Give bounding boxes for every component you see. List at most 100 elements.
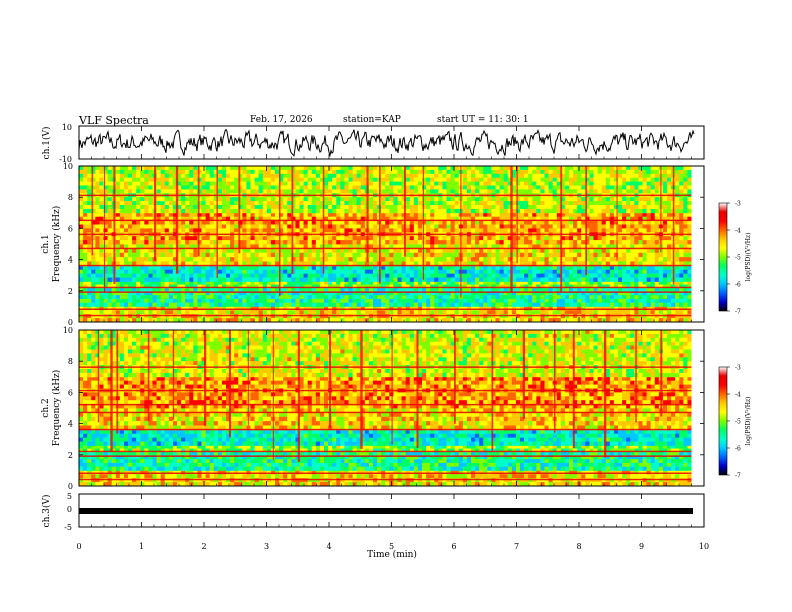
- spectrogram-cell: [136, 310, 141, 315]
- spectrogram-cell: [560, 295, 566, 300]
- spectrogram-cell: [687, 310, 692, 315]
- spectrogram-cell: [83, 291, 88, 296]
- spectrogram-cell: [679, 252, 684, 258]
- spectrogram-cell: [279, 244, 284, 249]
- spectrogram-cell: [503, 236, 509, 241]
- spectrogram-cell: [205, 318, 211, 323]
- spectrogram-cell: [524, 212, 529, 218]
- spectrogram-cell: [156, 318, 162, 323]
- spectrogram-cell: [511, 269, 517, 275]
- spectrogram-cell: [675, 318, 680, 323]
- spectrogram-cell: [258, 252, 264, 258]
- spectrogram-cell: [128, 240, 133, 245]
- spectrogram-cell: [238, 240, 243, 245]
- spectrogram-cell: [123, 261, 129, 267]
- spectrogram-cell: [189, 310, 194, 315]
- spectrogram-cell: [434, 236, 439, 241]
- spectrogram-cell: [654, 173, 660, 179]
- spectrogram-cell: [466, 177, 472, 182]
- spectrogram-cell: [511, 212, 517, 218]
- spectrogram-cell: [577, 302, 582, 307]
- spectrogram-cell: [238, 173, 243, 179]
- spectrogram-cell: [226, 212, 231, 218]
- spectrogram-cell: [528, 169, 533, 175]
- spectrogram-cell: [205, 281, 211, 285]
- spectrogram-cell: [573, 166, 578, 171]
- spectrogram-cell: [569, 224, 574, 229]
- spectrogram-cell: [630, 291, 635, 296]
- spectrogram-cell: [450, 181, 456, 186]
- spectrogram-cell: [515, 265, 521, 271]
- spectrogram-cell: [368, 281, 374, 285]
- spectrogram-cell: [585, 273, 590, 278]
- spectrogram-cell: [540, 177, 545, 182]
- spectrogram-cell: [507, 216, 513, 221]
- spectrogram-cell: [299, 236, 304, 241]
- spectrogram-cell: [344, 228, 349, 233]
- spectrogram-cell: [495, 244, 500, 249]
- spectrogram-cell: [577, 257, 582, 262]
- spectrogram-cell: [417, 273, 423, 278]
- spectrogram-cell: [217, 169, 223, 175]
- spectrogram-cell: [234, 177, 239, 182]
- spectrogram-cell: [381, 302, 386, 307]
- spectrogram-cell: [352, 244, 358, 249]
- spectrogram-cell: [618, 169, 623, 175]
- spectrogram-cell: [156, 310, 162, 315]
- spectrogram-cell: [397, 277, 402, 282]
- spectrogram-cell: [156, 177, 162, 182]
- spectrogram-cell: [540, 273, 545, 278]
- spectrogram-cell: [434, 298, 439, 304]
- spectrogram-cell: [540, 212, 545, 218]
- spectrogram-cell: [283, 281, 288, 285]
- spectrogram-cell: [185, 291, 190, 296]
- spectrogram-cell: [246, 257, 251, 262]
- spectrogram-cell: [87, 228, 92, 233]
- spectrogram-cell: [491, 224, 496, 229]
- spectrogram-cell: [520, 269, 525, 275]
- spectrogram-cell: [205, 265, 211, 271]
- spectrogram-cell: [573, 291, 578, 296]
- spectrogram-cell: [189, 244, 194, 249]
- spectrogram-cell: [520, 318, 525, 323]
- spectrogram-cell: [291, 181, 296, 186]
- spectrogram-cell: [128, 216, 133, 221]
- spectrogram-cell: [168, 277, 174, 282]
- spectrogram-cell: [168, 291, 174, 296]
- spectrogram-cell: [279, 216, 284, 221]
- spectrogram-cell: [221, 173, 227, 179]
- spectrogram-cell: [344, 248, 349, 254]
- spectrogram-cell: [332, 277, 337, 282]
- spectrogram-cell: [507, 181, 513, 186]
- spectrogram-cell: [132, 318, 137, 323]
- spectrogram-cell: [479, 244, 484, 249]
- spectrogram-cell: [687, 173, 692, 179]
- spectrogram-cell: [499, 261, 505, 267]
- spectrogram-cell: [471, 252, 476, 258]
- spectrogram-cell: [487, 265, 492, 271]
- spectrogram-cell: [413, 318, 419, 323]
- spectrogram-cell: [368, 298, 374, 304]
- spectrogram-cell: [352, 166, 358, 171]
- spectrogram-cell: [393, 314, 398, 319]
- spectrogram-cell: [634, 287, 639, 292]
- spectrogram-cell: [360, 310, 366, 315]
- spectrogram-cell: [324, 240, 329, 245]
- spectrogram-cell: [548, 314, 554, 319]
- spectrogram-cell: [83, 295, 88, 300]
- spectrogram-cell: [352, 265, 358, 271]
- spectrogram-cell: [483, 287, 488, 292]
- spectrogram-cell: [646, 257, 652, 262]
- spectrogram-cell: [401, 169, 407, 175]
- spectrogram-cell: [270, 220, 276, 225]
- spectrogram-cell: [609, 295, 615, 300]
- spectrogram-cell: [295, 236, 300, 241]
- spectrogram-cell: [475, 224, 480, 229]
- spectrogram-cell: [238, 318, 243, 323]
- spectrogram-cell: [356, 252, 362, 258]
- spectrogram-cell: [409, 248, 415, 254]
- spectrogram-cell: [340, 302, 345, 307]
- spectrogram-cell: [193, 277, 198, 282]
- spectrogram-cell: [348, 295, 353, 300]
- spectrogram-cell: [95, 169, 100, 175]
